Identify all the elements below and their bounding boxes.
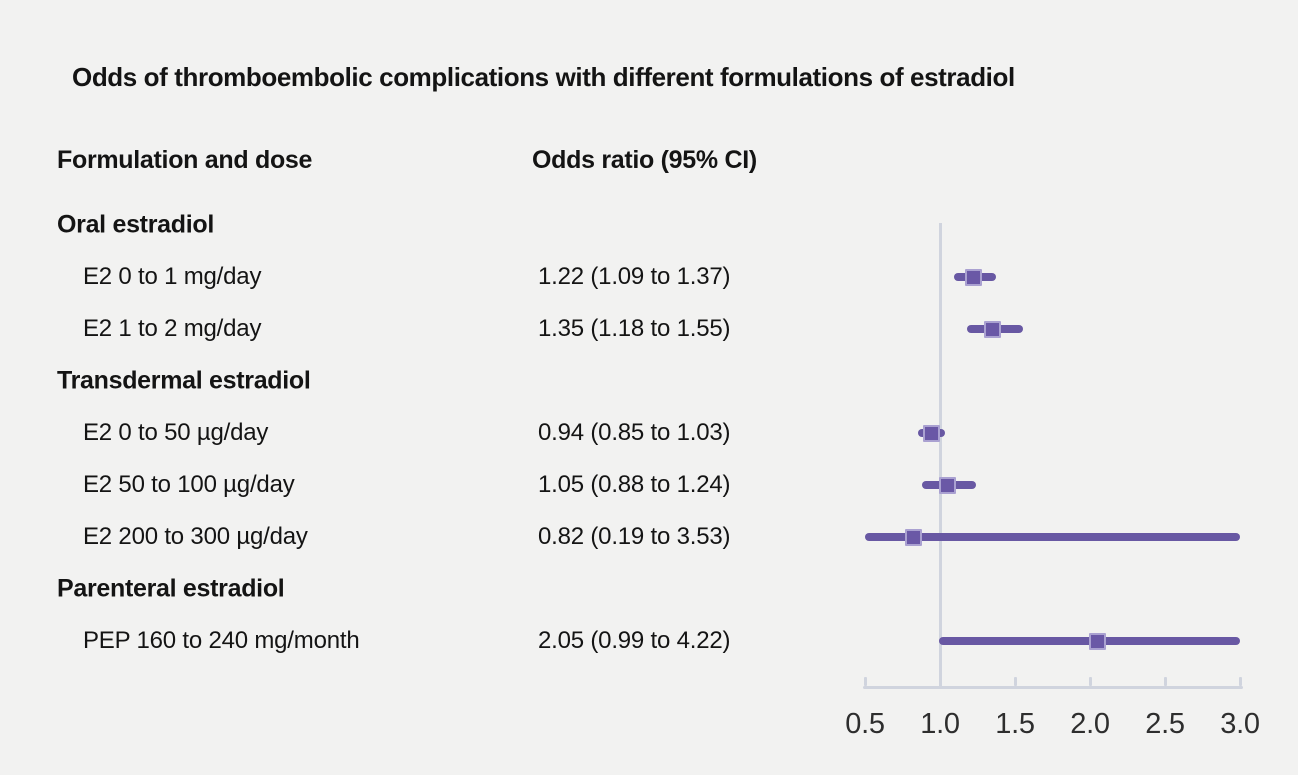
x-axis-tick-label: 0.5 xyxy=(845,708,885,740)
or-ci-value: 1.22 (1.09 to 1.37) xyxy=(538,263,731,290)
x-axis-tick xyxy=(938,677,942,686)
x-axis-tick-label: 1.0 xyxy=(920,708,960,740)
x-axis-tick-label: 3.0 xyxy=(1220,708,1260,740)
row-label: E2 0 to 50 µg/day xyxy=(83,419,269,446)
row-label: E2 0 to 1 mg/day xyxy=(83,263,262,290)
reference-line xyxy=(938,223,942,686)
x-axis-tick xyxy=(1163,677,1167,686)
x-axis-tick-label: 1.5 xyxy=(995,708,1035,740)
x-axis-line xyxy=(863,686,1243,689)
row-label: PEP 160 to 240 mg/month xyxy=(83,627,360,654)
or-marker xyxy=(984,320,1001,338)
x-axis-tick xyxy=(1088,677,1092,686)
row-label: E2 1 to 2 mg/day xyxy=(83,315,262,342)
or-ci-value: 2.05 (0.99 to 4.22) xyxy=(538,627,731,654)
column-header-formulation: Formulation and dose xyxy=(57,146,313,174)
group-label: Oral estradiol xyxy=(57,210,214,239)
or-ci-value: 0.82 (0.19 to 3.53) xyxy=(538,523,731,550)
or-marker xyxy=(1089,632,1106,650)
group-label: Transdermal estradiol xyxy=(57,366,311,395)
or-ci-value: 0.94 (0.85 to 1.03) xyxy=(538,419,731,446)
x-axis-tick xyxy=(1013,677,1017,686)
x-axis-tick-label: 2.0 xyxy=(1070,708,1110,740)
or-marker xyxy=(939,476,956,494)
group-label: Parenteral estradiol xyxy=(57,574,285,603)
x-axis-tick-label: 2.5 xyxy=(1145,708,1185,740)
row-label: E2 200 to 300 µg/day xyxy=(83,523,308,550)
row-label: E2 50 to 100 µg/day xyxy=(83,471,295,498)
x-axis-tick xyxy=(1238,677,1242,686)
x-axis-tick xyxy=(863,677,867,686)
or-marker xyxy=(904,528,922,546)
or-marker xyxy=(964,268,982,286)
or-ci-value: 1.05 (0.88 to 1.24) xyxy=(538,471,731,498)
or-ci-value: 1.35 (1.18 to 1.55) xyxy=(538,315,731,342)
figure-title: Odds of thromboembolic complications wit… xyxy=(72,62,1015,92)
or-marker xyxy=(922,424,940,442)
ci-line xyxy=(865,533,1240,541)
column-header-odds-ratio: Odds ratio (95% CI) xyxy=(532,146,757,174)
